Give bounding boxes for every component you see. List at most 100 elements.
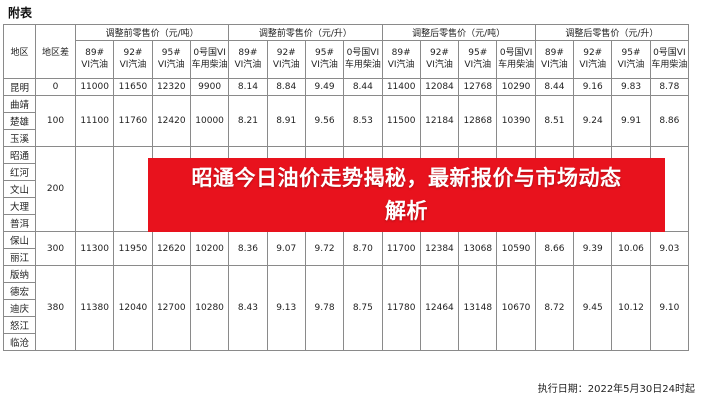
price-cell: 12320 xyxy=(151,78,191,96)
fuel-header-row: 89# VI汽油 92# VI汽油 95# VI汽油 0号国VI 车用柴油 89# VI汽… xyxy=(4,40,690,79)
price-cell: 11780 xyxy=(381,265,421,351)
fuel-type-header: 0号国VI 车用柴油 xyxy=(189,40,230,79)
table-row: 曲靖 100 11100 11760 12420 10000 8.21 8.91… xyxy=(3,95,690,147)
price-cell: 8.36 xyxy=(228,231,268,266)
price-cell: 9900 xyxy=(189,78,230,96)
price-cell: 8.51 xyxy=(534,95,575,147)
price-cell: 9.24 xyxy=(573,95,613,147)
price-cell: 8.78 xyxy=(649,78,690,96)
price-cell: 11380 xyxy=(74,265,115,351)
fuel-type-header: 89# VI汽油 xyxy=(534,40,575,79)
price-cell xyxy=(113,146,153,232)
fuel-type-header: 92# VI汽油 xyxy=(419,40,460,79)
region-cell: 临沧 xyxy=(3,333,36,351)
price-cell: 8.75 xyxy=(343,265,383,351)
price-cell: 10670 xyxy=(496,265,536,351)
price-cell: 8.44 xyxy=(343,78,383,96)
price-cell: 11950 xyxy=(113,231,153,266)
table-header: 地区 地区差 调整前零售价（元/吨） 调整前零售价（元/升） 调整后零售价（元/… xyxy=(3,24,690,79)
region-diff-cell: 300 xyxy=(35,231,76,266)
region-cell: 昭通 xyxy=(3,146,36,164)
fuel-type-header: 0号国VI 车用柴油 xyxy=(343,40,383,79)
region-diff-cell: 0 xyxy=(35,78,76,96)
fuel-type-header: 95# VI汽油 xyxy=(458,40,498,79)
price-cell: 8.43 xyxy=(228,265,268,351)
price-cell: 10.06 xyxy=(611,231,651,266)
table-row: 临沧 xyxy=(3,333,689,351)
price-cell: 9.49 xyxy=(304,78,345,96)
price-cell: 12868 xyxy=(458,95,498,147)
price-cell: 9.91 xyxy=(611,95,651,147)
region-cell: 昆明 xyxy=(3,78,36,96)
fuel-type-header: 95# VI汽油 xyxy=(304,40,345,79)
price-cell: 12464 xyxy=(419,265,460,351)
price-cell: 10590 xyxy=(496,231,536,266)
price-cell: 9.13 xyxy=(266,265,306,351)
price-cell: 8.44 xyxy=(534,78,575,96)
price-cell: 11700 xyxy=(381,231,421,266)
price-cell: 10390 xyxy=(496,95,536,147)
region-cell: 丽江 xyxy=(3,248,36,266)
pre-adjust-liter-header: 调整前零售价（元/升） xyxy=(228,24,383,41)
price-cell: 11400 xyxy=(381,78,421,96)
post-adjust-liter-header: 调整后零售价（元/升） xyxy=(534,24,690,41)
price-cell: 11100 xyxy=(74,95,115,147)
table-row: 昆明 0 11000 11650 12320 9900 8.14 8.84 9.… xyxy=(3,78,690,96)
price-cell: 11650 xyxy=(113,78,153,96)
region-cell: 玉溪 xyxy=(3,129,36,147)
region-diff-cell: 380 xyxy=(35,265,76,351)
table-row: 版纳 380 11380 12040 12700 10280 8.43 9.13… xyxy=(3,265,690,351)
banner-title-line2: 解析 xyxy=(385,199,428,223)
region-cell: 保山 xyxy=(3,231,36,249)
price-cell: 10280 xyxy=(189,265,230,351)
banner-title-line1: 昭通今日油价走势揭秘，最新报价与市场动态 xyxy=(191,166,622,191)
region-cell: 普洱 xyxy=(3,214,36,232)
group-header-row: 地区 地区差 调整前零售价（元/吨） 调整前零售价（元/升） 调整后零售价（元/… xyxy=(3,24,690,79)
price-cell: 12700 xyxy=(151,265,191,351)
price-cell: 13068 xyxy=(458,231,498,266)
price-cell xyxy=(74,146,115,232)
execution-date-note: 执行日期：2022年5月30日24时起 xyxy=(537,384,695,395)
price-cell: 13148 xyxy=(458,265,498,351)
fuel-type-header: 0号国VI 车用柴油 xyxy=(649,40,690,79)
price-cell: 8.70 xyxy=(343,231,383,266)
price-cell: 12768 xyxy=(458,78,498,96)
price-cell: 8.91 xyxy=(266,95,306,147)
region-cell: 曲靖 xyxy=(3,95,36,113)
fuel-type-header: 92# VI汽油 xyxy=(266,40,306,79)
fuel-type-header: 89# VI汽油 xyxy=(381,40,421,79)
price-cell: 11000 xyxy=(74,78,115,96)
appendix-label: 附表 xyxy=(8,6,33,20)
table-row: 红河 xyxy=(3,163,689,181)
price-cell: 8.66 xyxy=(534,231,575,266)
price-cell: 8.72 xyxy=(534,265,575,351)
region-cell: 德宏 xyxy=(3,282,36,300)
fuel-type-header: 92# VI汽油 xyxy=(573,40,613,79)
price-cell: 9.72 xyxy=(304,231,345,266)
region-diff-column-header: 地区差 xyxy=(35,24,76,79)
fuel-type-header: 95# VI汽油 xyxy=(151,40,191,79)
table-row: 玉溪 xyxy=(3,129,689,147)
price-cell: 9.39 xyxy=(573,231,613,266)
price-cell: 11300 xyxy=(74,231,115,266)
price-cell: 12084 xyxy=(419,78,460,96)
post-adjust-ton-header: 调整后零售价（元/吨） xyxy=(381,24,536,41)
headline-overlay-banner: 昭通今日油价走势揭秘，最新报价与市场动态 解析 xyxy=(148,158,665,232)
fuel-type-header: 89# VI汽油 xyxy=(228,40,268,79)
region-cell: 大理 xyxy=(3,197,36,215)
table-row: 保山 300 11300 11950 12620 10200 8.36 9.07… xyxy=(3,231,690,266)
price-cell: 10.12 xyxy=(611,265,651,351)
price-cell: 8.86 xyxy=(649,95,690,147)
price-cell: 9.83 xyxy=(611,78,651,96)
price-cell: 11760 xyxy=(113,95,153,147)
region-column-header: 地区 xyxy=(3,24,36,79)
price-cell: 9.03 xyxy=(649,231,690,266)
region-cell: 文山 xyxy=(3,180,36,198)
pre-adjust-ton-header: 调整前零售价（元/吨） xyxy=(74,24,230,41)
fuel-type-header: 92# VI汽油 xyxy=(113,40,153,79)
price-cell: 11500 xyxy=(381,95,421,147)
price-cell: 10290 xyxy=(496,78,536,96)
fuel-type-header: 89# VI汽油 xyxy=(74,40,115,79)
price-cell: 8.14 xyxy=(228,78,268,96)
